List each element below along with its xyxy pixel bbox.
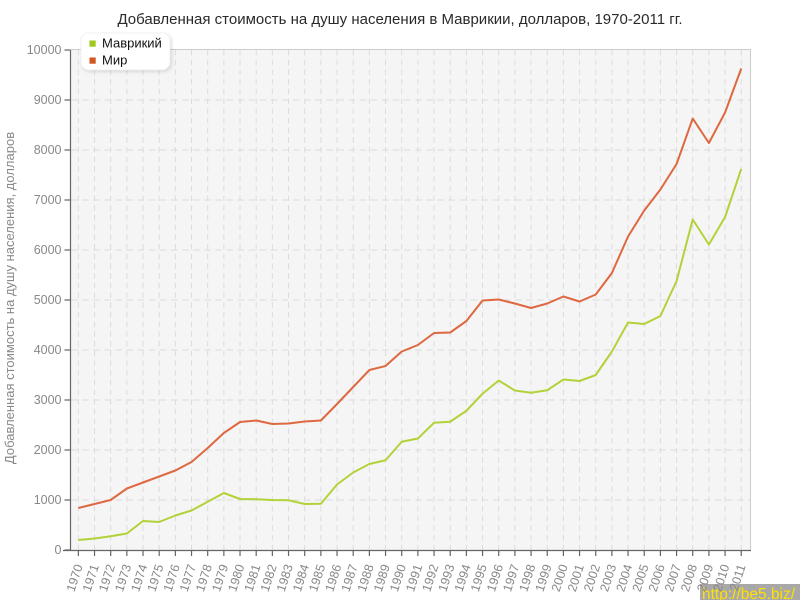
svg-text:8000: 8000 xyxy=(34,143,62,157)
svg-text:7000: 7000 xyxy=(34,193,62,207)
svg-text:2000: 2000 xyxy=(34,443,62,457)
svg-text:3000: 3000 xyxy=(34,393,62,407)
svg-text:5000: 5000 xyxy=(34,293,62,307)
svg-text:9000: 9000 xyxy=(34,93,62,107)
svg-text:Маврикий: Маврикий xyxy=(102,36,162,51)
svg-text:Добавленная стоимость на душу: Добавленная стоимость на душу населения … xyxy=(117,11,682,28)
svg-text:4000: 4000 xyxy=(34,343,62,357)
svg-text:http://be5.biz/: http://be5.biz/ xyxy=(702,586,796,600)
svg-text:10000: 10000 xyxy=(27,43,62,57)
svg-text:1000: 1000 xyxy=(34,493,62,507)
svg-text:Добавленная стоимость на душу: Добавленная стоимость на душу населения,… xyxy=(2,132,17,464)
svg-text:Мир: Мир xyxy=(102,53,127,68)
svg-text:0: 0 xyxy=(55,543,62,557)
svg-text:6000: 6000 xyxy=(34,243,62,257)
